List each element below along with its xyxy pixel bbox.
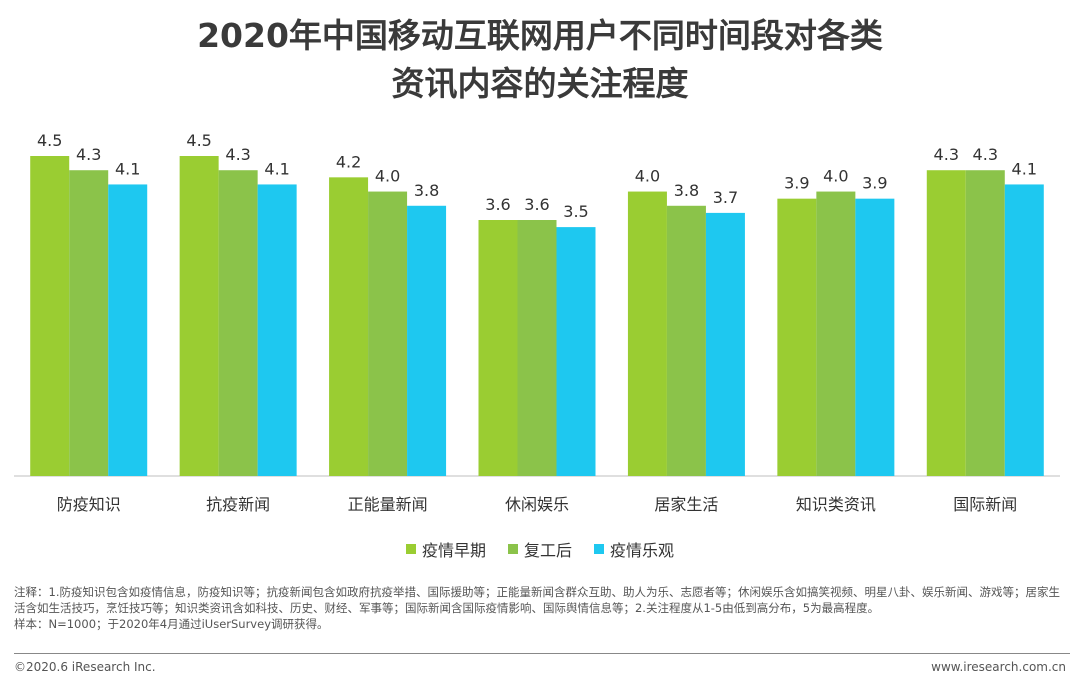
bar-6-2 [1004,184,1044,476]
data-label-0-2: 4.1 [115,159,140,178]
copyright: ©2020.6 iResearch Inc. [14,660,156,674]
category-label-2: 正能量新闻 [348,495,428,514]
data-label-2-0: 4.2 [336,152,361,171]
website-link[interactable]: www.iresearch.com.cn [931,660,1066,674]
bar-0-2 [108,184,148,476]
data-label-1-2: 4.1 [264,159,289,178]
data-label-1-0: 4.5 [186,131,211,150]
category-label-4: 居家生活 [654,495,718,514]
bar-0-1 [69,170,109,476]
bar-3-2 [556,227,596,476]
data-label-5-0: 3.9 [784,174,809,193]
bar-0-0 [30,156,70,476]
data-label-3-0: 3.6 [485,195,510,214]
legend-item-1: 复工后 [507,537,572,561]
legend-label-0: 疫情早期 [421,541,486,560]
legend-label-2: 疫情乐观 [610,541,675,560]
bar-2-1 [368,191,408,477]
bar-4-1 [666,205,706,476]
bar-5-1 [816,191,856,477]
category-label-5: 知识类资讯 [796,495,876,514]
data-label-2-1: 4.0 [375,167,400,186]
category-label-0: 防疫知识 [57,495,121,514]
data-label-6-0: 4.3 [934,145,959,164]
data-label-3-1: 3.6 [524,195,549,214]
bar-6-0 [926,170,966,476]
legend-swatch-0 [405,544,416,554]
bar-5-2 [855,198,895,476]
bar-1-2 [257,184,297,476]
bar-1-1 [218,170,258,476]
data-label-5-2: 3.9 [862,174,887,193]
category-label-6: 国际新闻 [953,495,1017,514]
bar-chart: 4.5 4.3 4.1 防疫知识 4.5 4.3 4.1 抗疫新闻 4.2 4.0 3.8 正能量新闻… [14,131,1060,514]
legend-item-0: 疫情早期 [405,537,486,561]
data-label-6-2: 4.1 [1012,159,1037,178]
bar-3-0 [478,220,518,476]
data-label-6-1: 4.3 [973,145,998,164]
data-label-3-2: 3.5 [563,202,588,221]
bar-4-0 [627,191,667,477]
data-label-1-1: 4.3 [225,145,250,164]
title-line-2: 资讯内容的关注程度 [391,64,689,103]
footer-divider [14,653,1070,654]
legend: 疫情早期 复工后 疫情乐观 [0,537,1080,561]
bar-6-1 [965,170,1005,476]
data-label-4-1: 3.8 [674,181,699,200]
data-label-4-2: 3.7 [713,188,738,207]
footnote-sample: 样本：N=1000；于2020年4月通过iUserSurvey调研获得。 [14,617,329,631]
footnote-definitions: 注释：1.防疫知识包含如疫情信息，防疫知识等；抗疫新闻包含如政府抗疫举措、国际援… [14,585,1060,615]
footnote: 注释：1.防疫知识包含如疫情信息，防疫知识等；抗疫新闻包含如政府抗疫举措、国际援… [14,584,1070,632]
category-label-3: 休闲娱乐 [505,495,569,514]
chart-title: 2020年中国移动互联网用户不同时间段对各类 资讯内容的关注程度 [0,12,1080,108]
title-line-1: 2020年中国移动互联网用户不同时间段对各类 [197,16,883,55]
bar-4-2 [705,212,745,476]
bar-2-0 [329,177,369,476]
legend-item-2: 疫情乐观 [594,537,674,561]
bar-5-0 [777,198,817,476]
data-label-2-2: 3.8 [414,181,439,200]
data-label-4-0: 4.0 [635,167,660,186]
data-label-0-0: 4.5 [37,131,62,150]
data-label-5-1: 4.0 [823,167,848,186]
legend-swatch-1 [507,544,518,554]
data-label-0-1: 4.3 [76,145,101,164]
bar-3-1 [517,220,557,476]
bar-1-0 [179,156,219,476]
legend-swatch-2 [594,544,604,554]
category-label-1: 抗疫新闻 [206,495,270,514]
legend-label-1: 复工后 [523,541,572,560]
bar-2-2 [407,205,447,476]
